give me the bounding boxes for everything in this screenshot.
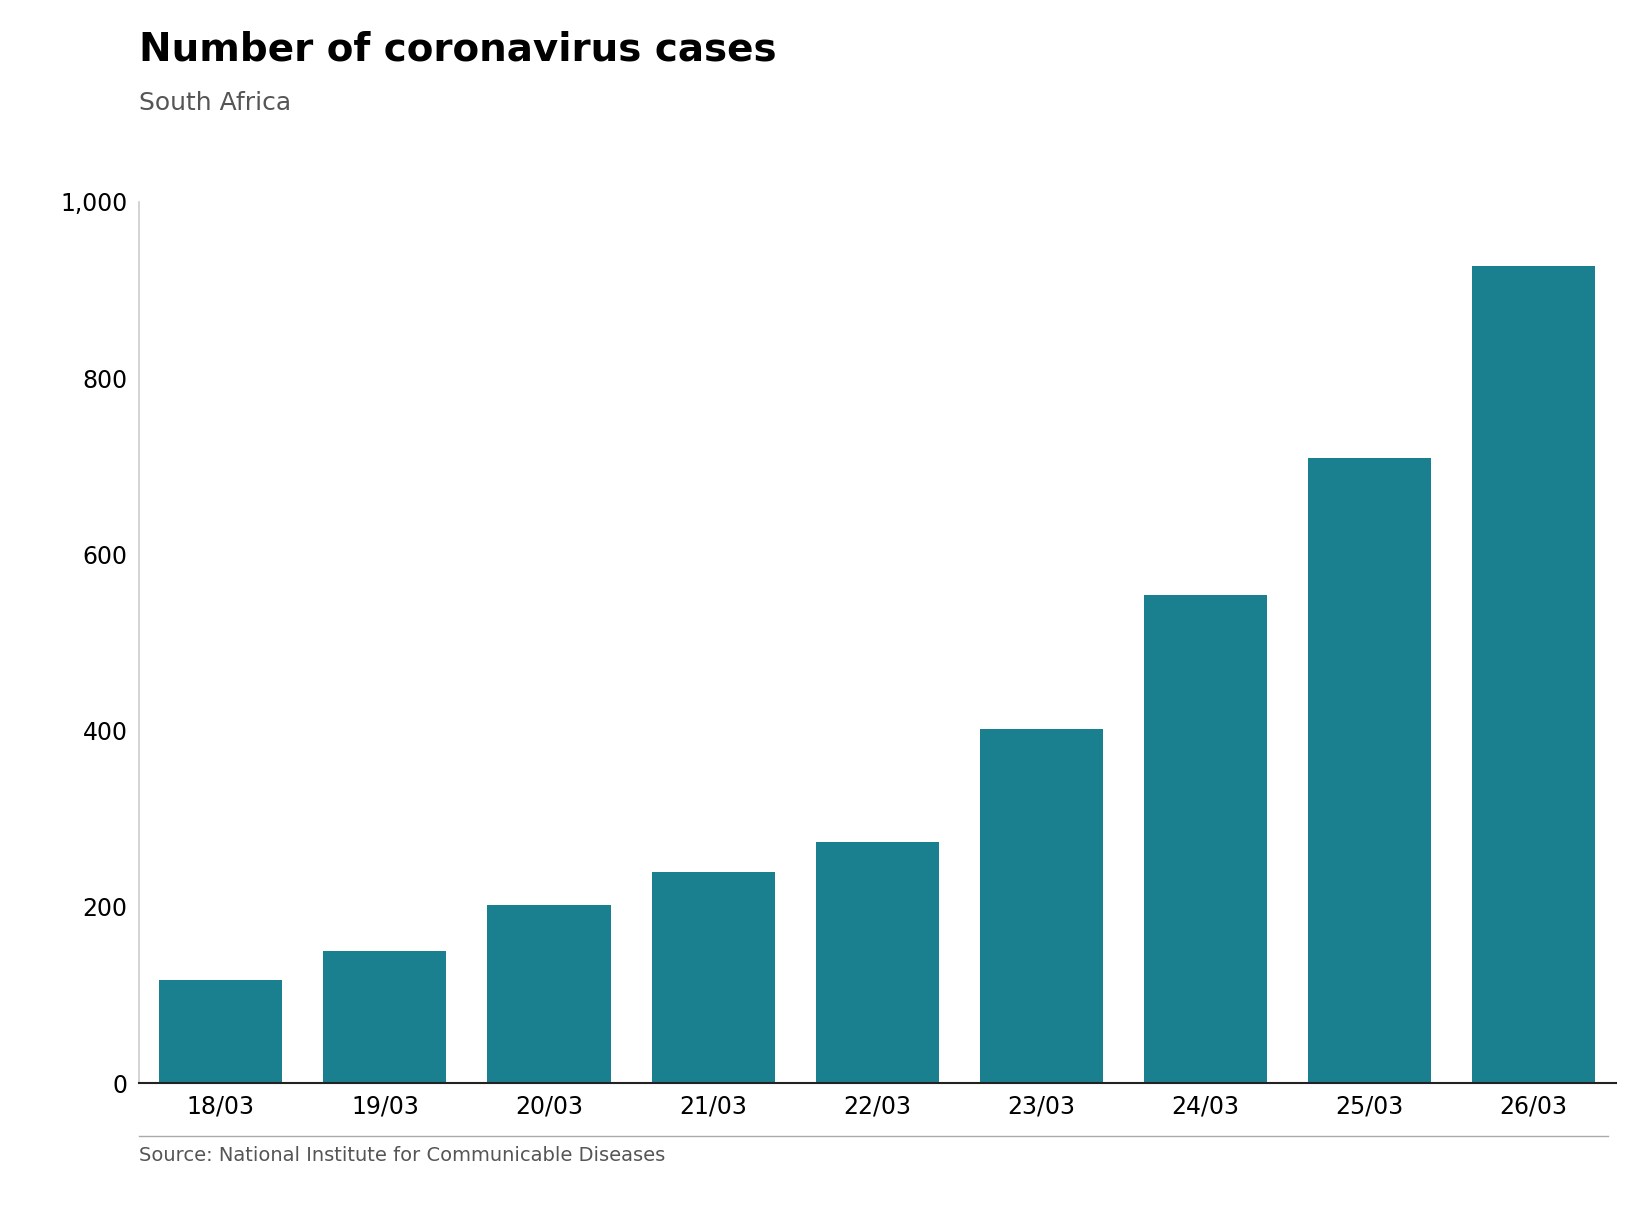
Bar bbox=[1144, 595, 1266, 1083]
Bar bbox=[1472, 267, 1594, 1083]
Text: Number of coronavirus cases: Number of coronavirus cases bbox=[139, 31, 777, 69]
Text: BBC: BBC bbox=[1544, 1173, 1590, 1192]
Bar bbox=[979, 730, 1103, 1083]
Bar bbox=[651, 871, 775, 1083]
Bar bbox=[160, 980, 282, 1083]
Bar bbox=[1307, 459, 1431, 1083]
Bar bbox=[816, 842, 938, 1083]
Bar bbox=[488, 906, 610, 1083]
Text: South Africa: South Africa bbox=[139, 91, 290, 115]
Text: Source: National Institute for Communicable Diseases: Source: National Institute for Communica… bbox=[139, 1146, 664, 1165]
Bar bbox=[323, 951, 447, 1083]
